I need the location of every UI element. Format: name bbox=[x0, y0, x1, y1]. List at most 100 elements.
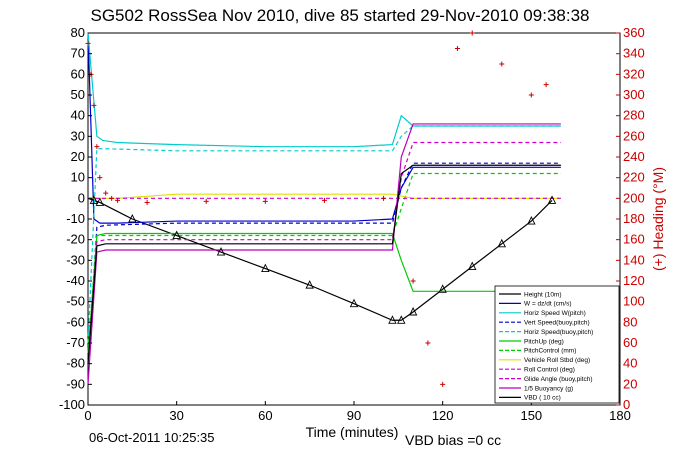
heading-layer bbox=[85, 30, 549, 387]
left-tick-label: 70 bbox=[71, 46, 85, 61]
series-line bbox=[87, 162, 561, 364]
heading-point bbox=[528, 92, 534, 98]
heading-point bbox=[410, 278, 416, 284]
heading-point bbox=[203, 198, 209, 204]
legend: Height (10m) W = dz/dt (cm/s) Horiz Speed … bbox=[494, 285, 620, 404]
left-tick-label: -80 bbox=[66, 356, 85, 371]
left-tick-label: -100 bbox=[59, 397, 85, 412]
x-tick-label: 90 bbox=[347, 408, 361, 423]
series-line bbox=[87, 123, 561, 385]
right-tick-label: 340 bbox=[623, 46, 645, 61]
left-tick-label: 30 bbox=[71, 128, 85, 143]
series-line bbox=[87, 32, 561, 148]
right-tick-label: 80 bbox=[623, 314, 637, 329]
depth-marker bbox=[349, 298, 359, 308]
heading-point bbox=[97, 175, 103, 181]
right-tick-label: 200 bbox=[623, 190, 645, 205]
right-tick-label: 60 bbox=[623, 335, 637, 350]
series-line bbox=[87, 125, 561, 344]
heading-point bbox=[499, 61, 505, 67]
left-tick-label: 50 bbox=[71, 87, 85, 102]
heading-point bbox=[381, 195, 387, 201]
heading-point bbox=[109, 195, 115, 201]
heading-point bbox=[469, 30, 475, 36]
series-line bbox=[87, 232, 561, 354]
depth-marker bbox=[408, 306, 418, 316]
left-tick-label: 0 bbox=[78, 190, 85, 205]
legend-entries: Height (10m) W = dz/dt (cm/s) Horiz Speed … bbox=[499, 291, 593, 402]
left-tick-label: -70 bbox=[66, 335, 85, 350]
depth-marker bbox=[172, 230, 181, 239]
footer-date: 06-Oct-2011 10:25:35 bbox=[89, 430, 215, 445]
right-tick-label: 120 bbox=[623, 273, 645, 288]
left-tick-label: -10 bbox=[66, 211, 85, 226]
x-tick-label: 60 bbox=[258, 408, 272, 423]
right-tick-label: 140 bbox=[623, 252, 645, 267]
heading-point bbox=[454, 46, 460, 51]
left-tick-label: 40 bbox=[71, 108, 85, 123]
x-axis: 0 30 60 90 120 150 180 bbox=[84, 401, 631, 423]
depth-marker bbox=[305, 280, 314, 289]
heading-point bbox=[262, 198, 268, 204]
depth-marker bbox=[95, 197, 105, 206]
right-tick-label: 300 bbox=[623, 87, 645, 102]
legend-label: Horiz Speed(buoy,pitch) bbox=[524, 329, 593, 336]
right-tick-label: 240 bbox=[623, 149, 645, 164]
legend-label: PitchControl (mm) bbox=[524, 348, 576, 355]
legend-label: Vert Speed(buoy,pitch) bbox=[524, 320, 590, 327]
heading-point bbox=[115, 197, 121, 203]
depth-marker bbox=[497, 238, 507, 248]
right-tick-label: 220 bbox=[623, 170, 645, 185]
legend-label: Glide Angle (buoy,pitch) bbox=[524, 376, 593, 383]
x-tick-label: 120 bbox=[432, 408, 454, 423]
chart-title: SG502 RossSea Nov 2010, dive 85 started … bbox=[91, 6, 590, 25]
legend-box bbox=[494, 285, 620, 404]
footer-note: VBD bias =0 cc bbox=[405, 432, 501, 448]
depth-marker bbox=[467, 261, 477, 270]
right-axis-label: (+) Heading (°M) bbox=[650, 167, 666, 271]
plot-area bbox=[85, 30, 621, 406]
left-tick-label: -50 bbox=[66, 294, 85, 309]
left-tick-label: -60 bbox=[66, 314, 85, 329]
legend-label: Roll Control (deg) bbox=[524, 367, 575, 374]
right-tick-label: 360 bbox=[623, 25, 645, 40]
right-tick-label: 100 bbox=[623, 294, 645, 309]
left-tick-label: 10 bbox=[71, 170, 85, 185]
left-tick-label: -40 bbox=[66, 273, 85, 288]
heading-point bbox=[94, 144, 100, 150]
left-axis: 80 70 60 50 40 30 20 10 0 -10 -20 -30 -40 -50 -60 -70 -8… bbox=[59, 25, 92, 412]
right-tick-label: 20 bbox=[623, 376, 637, 391]
depth-marker bbox=[388, 315, 397, 324]
depth-marker bbox=[261, 263, 270, 273]
heading-point bbox=[103, 190, 109, 196]
series-line bbox=[87, 172, 561, 364]
right-tick-label: 40 bbox=[623, 356, 637, 371]
heading-point bbox=[144, 199, 150, 205]
legend-label: VBD ( 10 cc) bbox=[524, 395, 561, 402]
left-tick-label: -90 bbox=[66, 376, 85, 391]
series-line bbox=[87, 197, 553, 321]
series-line bbox=[87, 141, 561, 364]
right-tick-label: 180 bbox=[623, 211, 645, 226]
heading-point bbox=[91, 102, 97, 108]
left-tick-label: -30 bbox=[66, 252, 85, 267]
legend-label: PitchUp (deg) bbox=[524, 338, 564, 345]
right-axis: 3603403203002802602402202001801601401201… bbox=[616, 25, 645, 412]
x-tick-label: 0 bbox=[84, 408, 91, 423]
depth-marker bbox=[438, 284, 447, 293]
series-layer bbox=[87, 32, 561, 385]
heading-point bbox=[543, 82, 549, 88]
left-tick-label: 20 bbox=[71, 149, 85, 164]
right-tick-label: 280 bbox=[623, 108, 645, 123]
legend-label: Height (10m) bbox=[524, 291, 562, 298]
right-tick-label: 260 bbox=[623, 128, 645, 143]
series-line bbox=[88, 193, 561, 199]
heading-point bbox=[440, 381, 446, 387]
heading-point bbox=[85, 40, 91, 46]
depth-marker bbox=[527, 216, 536, 225]
heading-point bbox=[425, 340, 431, 346]
legend-label: 1/5 Buoyancy (g) bbox=[524, 385, 573, 392]
left-tick-label: 80 bbox=[71, 25, 85, 40]
x-tick-label: 150 bbox=[520, 408, 542, 423]
